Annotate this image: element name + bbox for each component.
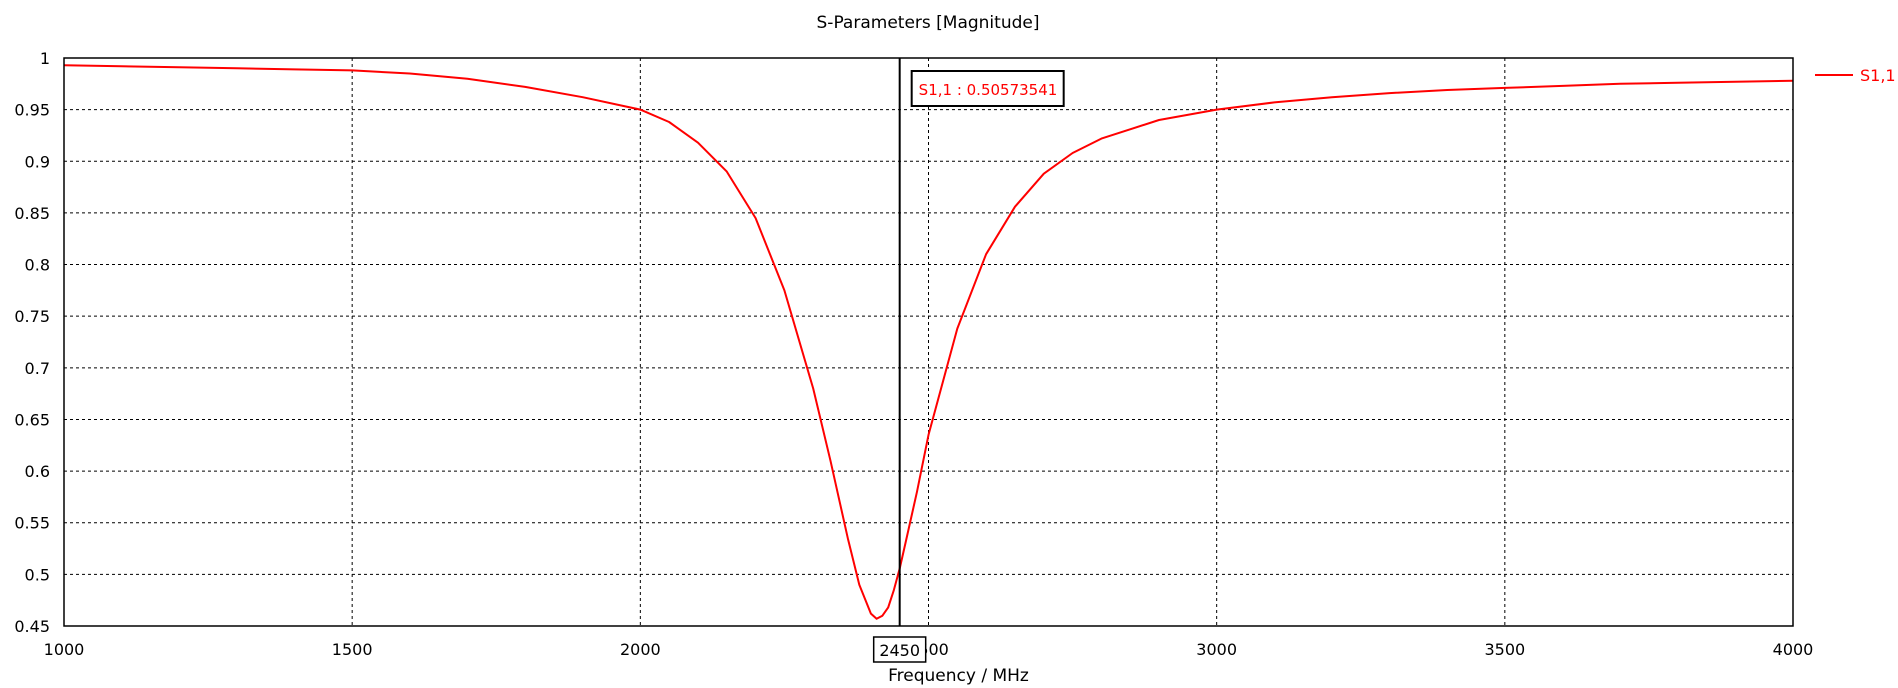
- x-tick-label: 2000: [620, 640, 661, 659]
- y-tick-label: 0.55: [14, 514, 50, 533]
- x-tick-label: 3000: [1196, 640, 1237, 659]
- y-tick-label: 1: [40, 49, 50, 68]
- y-tick-label: 0.75: [14, 307, 50, 326]
- y-tick-label: 0.9: [25, 152, 50, 171]
- legend: S1,1: [1815, 66, 1896, 85]
- y-tick-label: 0.8: [25, 256, 50, 275]
- marker-layer[interactable]: S1,1 : 0.50573541 2450: [874, 58, 1064, 662]
- y-tick-label: 0.6: [25, 462, 50, 481]
- legend-label-s11: S1,1: [1860, 66, 1896, 85]
- grid: [64, 58, 1793, 626]
- marker-readout-text: S1,1 : 0.50573541: [919, 81, 1058, 99]
- y-tick-label: 0.7: [25, 359, 50, 378]
- y-tick-label: 0.5: [25, 565, 50, 584]
- y-tick-label: 0.45: [14, 617, 50, 636]
- y-tick-label: 0.85: [14, 204, 50, 223]
- x-tick-label: 1000: [44, 640, 85, 659]
- x-tick-label: 1500: [332, 640, 373, 659]
- y-tick-label: 0.65: [14, 410, 50, 429]
- chart-title: S-Parameters [Magnitude]: [817, 13, 1040, 33]
- x-axis-label: Frequency / MHz: [888, 666, 1029, 686]
- x-tick-label: 3500: [1484, 640, 1525, 659]
- y-tick-label: 0.95: [14, 101, 50, 120]
- marker-x-label: 2450: [879, 641, 920, 660]
- axis-ticks: 1000 1500 2000 2500 3000 3500 40000.450.50.550…: [14, 49, 1813, 659]
- x-tick-label: 4000: [1773, 640, 1814, 659]
